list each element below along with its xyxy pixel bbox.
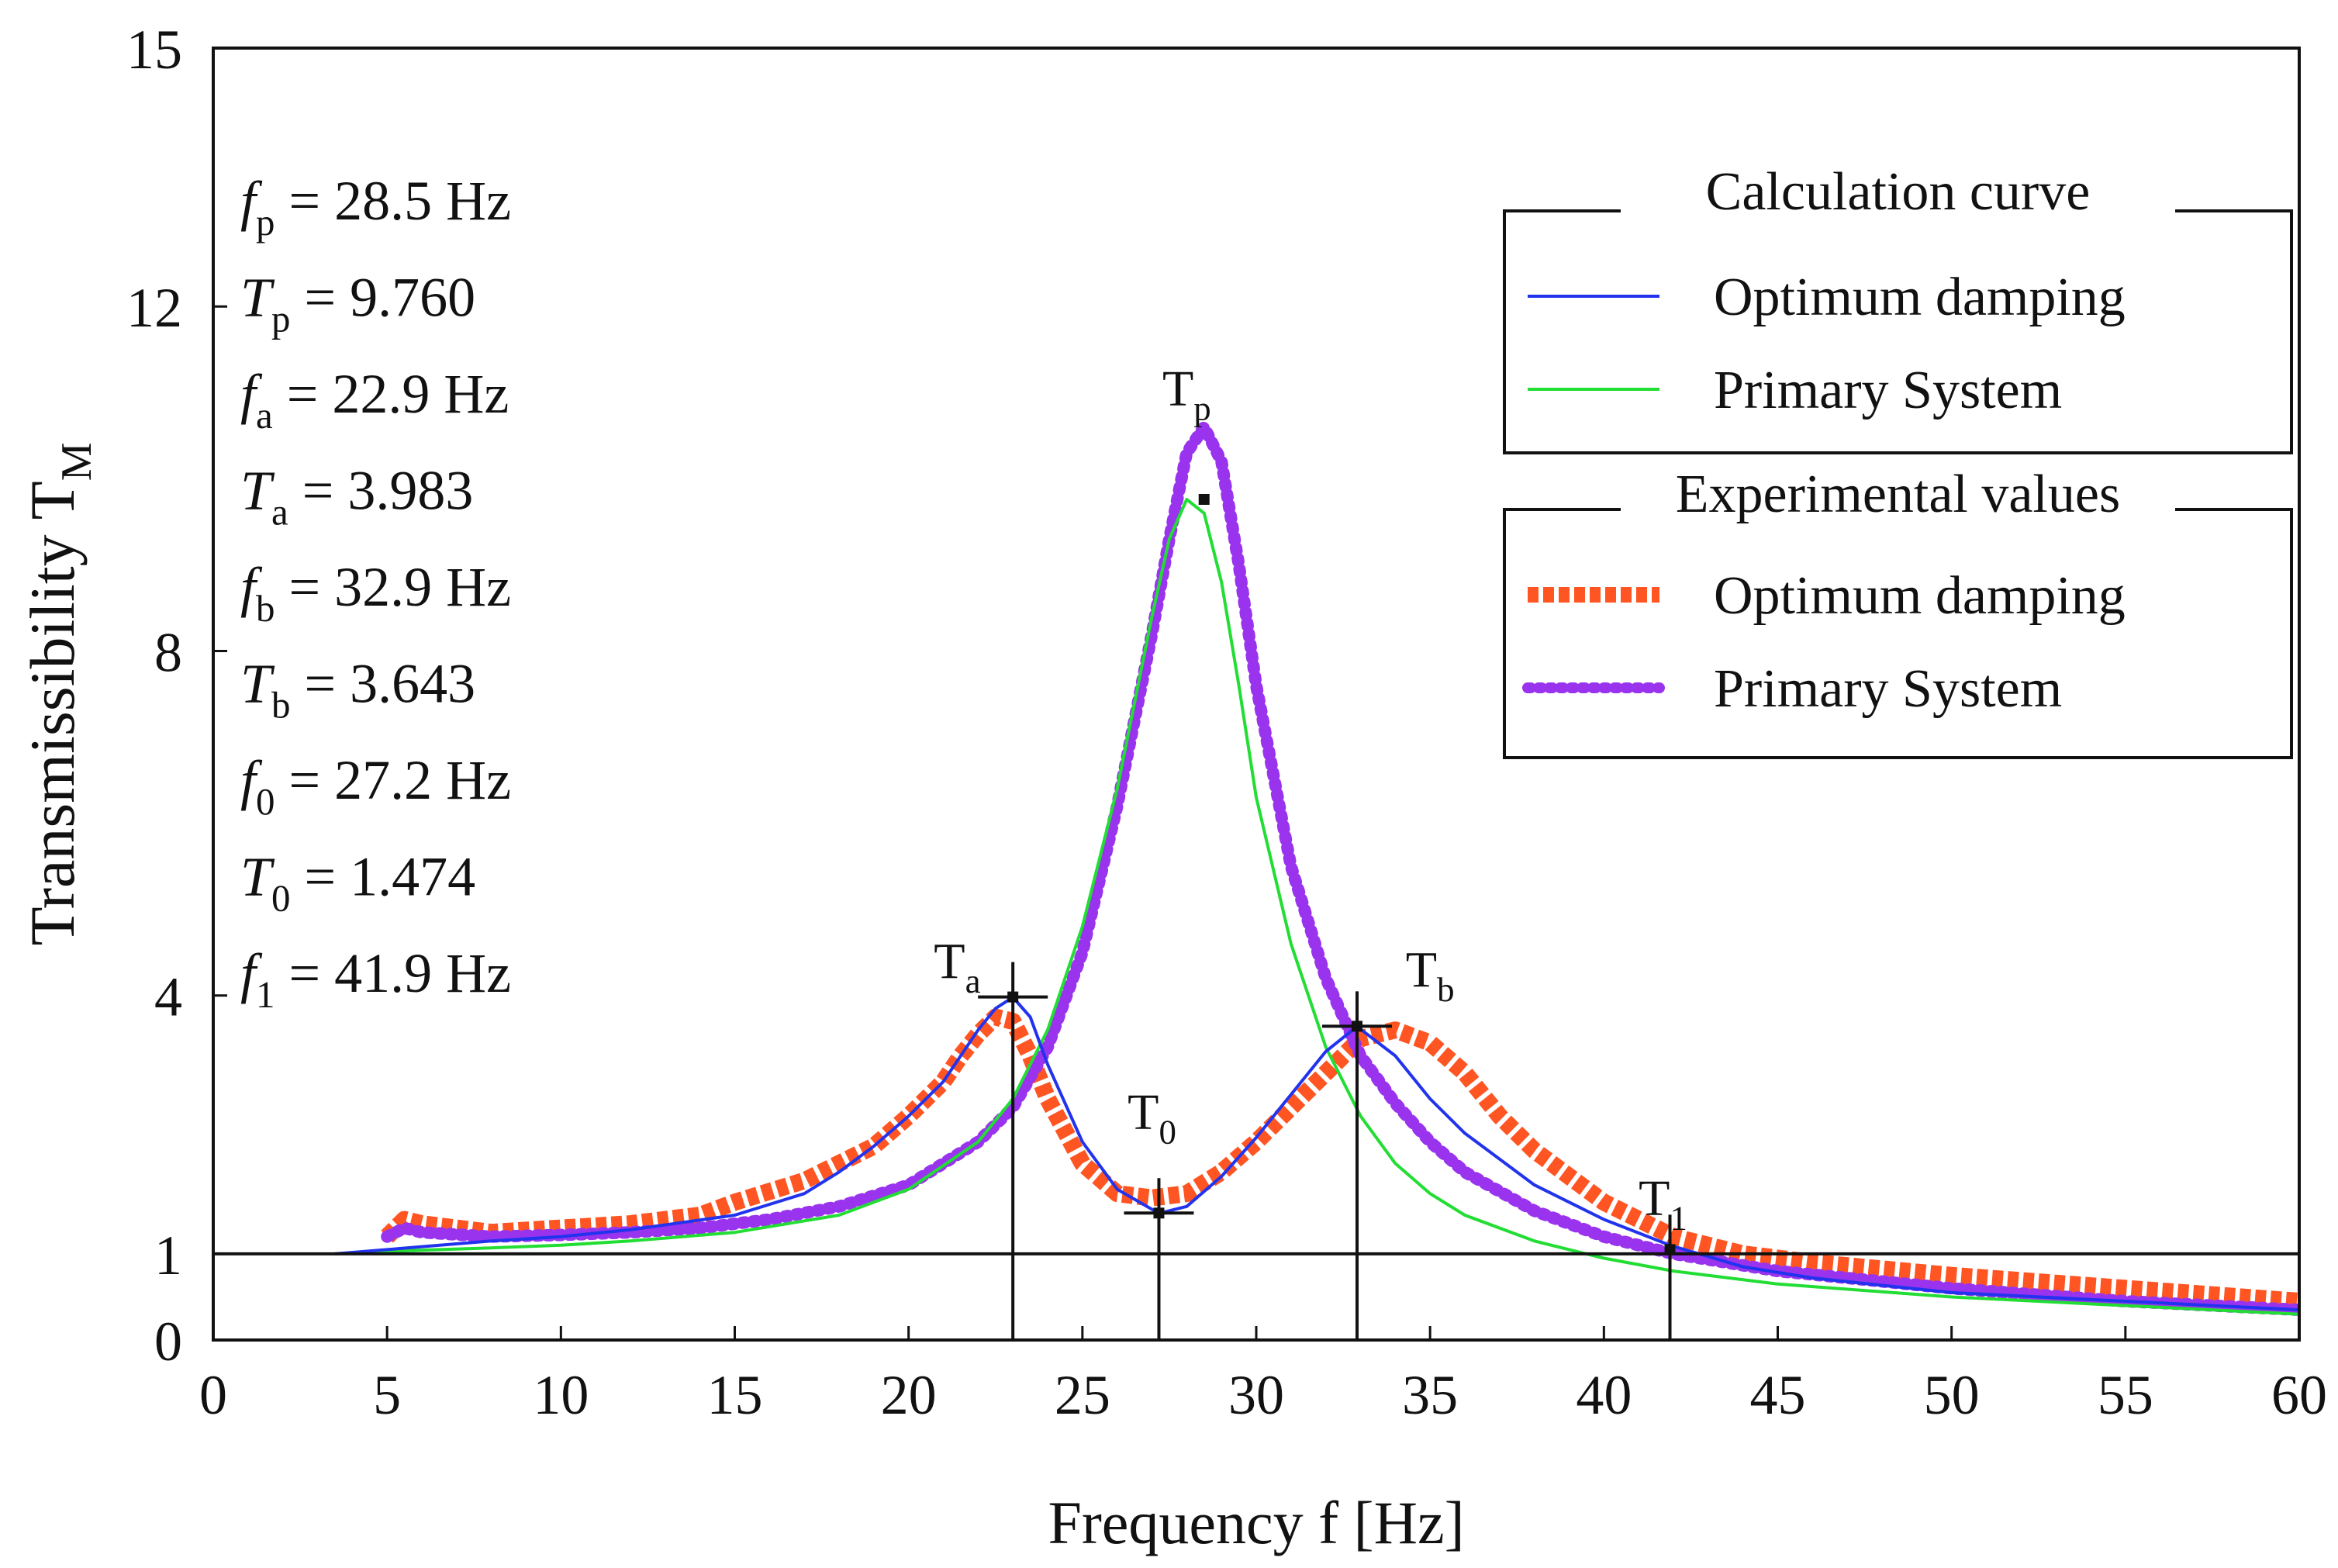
annotation-t0: T0: [1128, 1084, 1176, 1151]
y-tick-label: 15: [126, 19, 182, 81]
x-tick-label: 0: [199, 1364, 227, 1426]
marker-point-3: [1664, 1244, 1676, 1255]
x-tick-label: 5: [373, 1364, 401, 1426]
y-tick-label: 1: [154, 1224, 182, 1287]
marker-point-0: [1007, 991, 1019, 1003]
legend-label-calc_opt: Optimum damping: [1714, 268, 2126, 327]
legend-label-calc_prim: Primary System: [1714, 361, 2062, 420]
marker-point-tp: [1198, 493, 1210, 505]
param-f1: f1 = 41.9 Hz: [240, 942, 511, 1016]
series-exp_prim: [381, 420, 2299, 1317]
y-tick-label: 0: [154, 1311, 182, 1373]
x-tick-label: 15: [707, 1364, 763, 1426]
legend-title-0: Calculation curve: [1706, 162, 2091, 222]
x-tick-label: 45: [1750, 1364, 1806, 1426]
marker-point-1: [1153, 1207, 1165, 1219]
x-tick-label: 40: [1576, 1364, 1632, 1426]
x-tick-label: 30: [1228, 1364, 1284, 1426]
param-fp: fp = 28.5 Hz: [240, 170, 511, 243]
x-tick-label: 20: [881, 1364, 937, 1426]
annotation-tp: Tp: [1162, 361, 1211, 427]
param-tp: Tp = 9.760: [240, 267, 475, 340]
annotation-ta: Ta: [934, 934, 980, 1000]
series-exp_opt: [381, 1008, 2299, 1310]
x-tick-label: 60: [2271, 1364, 2327, 1426]
legend-title-1: Experimental values: [1676, 465, 2120, 524]
param-f0: f0 = 27.2 Hz: [240, 749, 511, 823]
x-tick-label: 35: [1402, 1364, 1458, 1426]
x-tick-label: 10: [533, 1364, 589, 1426]
y-tick-label: 4: [154, 966, 182, 1028]
annotation-tb: Tb: [1406, 942, 1455, 1009]
legend-box-0: [1503, 209, 2293, 454]
x-tick-label: 50: [1924, 1364, 1980, 1426]
legend-label-exp_opt: Optimum damping: [1714, 566, 2126, 626]
marker-point-2: [1352, 1021, 1363, 1032]
param-tb: Tb = 3.643: [240, 653, 475, 727]
annotation-t1: T1: [1639, 1170, 1687, 1237]
legend-box-1: [1503, 508, 2293, 759]
legend-label-exp_prim: Primary System: [1714, 659, 2062, 719]
param-fb: fb = 32.9 Hz: [240, 556, 511, 630]
param-fa: fa = 22.9 Hz: [240, 363, 509, 437]
series-calc_opt: [334, 996, 2299, 1312]
y-axis-title: Transmissibility TM: [17, 442, 101, 945]
y-tick-label: 8: [154, 621, 182, 683]
x-axis-title: Frequency f [Hz]: [1048, 1489, 1464, 1556]
x-tick-label: 55: [2098, 1364, 2153, 1426]
x-tick-label: 25: [1055, 1364, 1110, 1426]
param-ta: Ta = 3.983: [240, 460, 473, 534]
param-t0: T0 = 1.474: [240, 846, 475, 920]
y-tick-label: 12: [126, 277, 182, 339]
